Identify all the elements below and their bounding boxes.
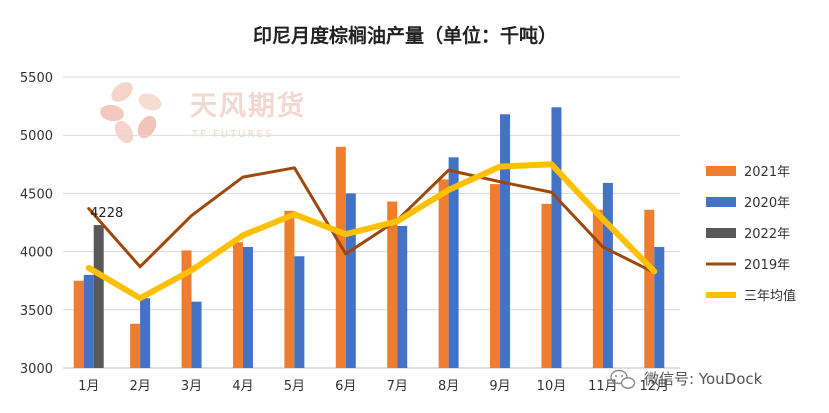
bar-2020年-9月	[500, 114, 511, 368]
bar-2020年-10月	[551, 107, 562, 368]
legend-swatch	[706, 228, 736, 238]
legend-label: 三年均值	[744, 288, 796, 304]
bar-2020年-6月	[345, 193, 356, 368]
bar-2020年-12月	[654, 246, 665, 368]
legend-swatch	[706, 197, 736, 207]
bar-2021年-2月	[130, 323, 141, 368]
bar-2020年-4月	[242, 246, 253, 368]
x-tick-label: 5月	[284, 379, 305, 394]
bar-2020年-7月	[397, 225, 408, 368]
bar-2021年-9月	[490, 184, 501, 368]
legend-swatch	[706, 166, 736, 176]
x-tick-label: 8月	[438, 379, 459, 394]
bar-2020年-11月	[602, 182, 613, 368]
x-tick-label: 4月	[232, 379, 253, 394]
line-2019年	[87, 166, 656, 275]
bar-2021年-6月	[335, 146, 346, 368]
x-tick-label: 7月	[387, 379, 408, 394]
bar-2020年-8月	[448, 157, 459, 368]
data-label: 4228	[90, 206, 123, 221]
bar-2021年-3月	[181, 250, 192, 368]
footer: 微信号: YouDock	[610, 369, 763, 389]
x-tick-label: 12月	[640, 379, 670, 394]
watermark-name: 天风期货	[190, 90, 306, 122]
bar-2020年-1月	[83, 274, 94, 368]
legend-label: 2022年	[744, 227, 790, 242]
bar-2021年-11月	[592, 209, 603, 368]
x-tick-label: 1月	[78, 379, 99, 394]
footer-text: 微信号: YouDock	[644, 370, 763, 388]
bar-2020年-3月	[191, 301, 202, 368]
line-三年均值	[85, 161, 658, 302]
bar-2021年-8月	[438, 179, 449, 368]
bar-2022年-1月	[93, 225, 104, 368]
watermark: 天风期货 TF FUTURES	[100, 82, 306, 144]
bar-2021年-4月	[232, 242, 243, 368]
legend-label: 2019年	[744, 258, 790, 273]
lines	[85, 161, 658, 302]
bar-2021年-10月	[541, 203, 552, 368]
bar-2020年-5月	[294, 256, 305, 368]
wechat-icon	[610, 369, 636, 389]
y-axis-ticks: 3000 3500 4000 4500 5000 5500	[20, 71, 53, 377]
y-tick-label: 4000	[20, 246, 53, 261]
x-tick-label: 6月	[335, 379, 356, 394]
watermark-sub: TF FUTURES	[191, 129, 273, 140]
legend-label: 2021年	[744, 165, 790, 180]
x-axis-ticks: 1月 2月 3月 4月 5月 6月 7月 8月 9月 10月 11月 12月	[78, 379, 669, 394]
y-tick-label: 3000	[20, 362, 53, 377]
y-tick-label: 5500	[20, 71, 53, 86]
bar-2021年-7月	[387, 201, 398, 368]
y-tick-label: 3500	[20, 304, 53, 319]
bar-2021年-12月	[644, 209, 655, 368]
legend-label: 2020年	[744, 196, 790, 211]
x-tick-label: 10月	[537, 379, 567, 394]
flower-logo-icon	[100, 82, 162, 144]
x-tick-label: 9月	[489, 379, 510, 394]
bar-2021年-1月	[73, 280, 84, 368]
annotations: 4228	[90, 206, 123, 221]
bars	[73, 107, 665, 368]
x-tick-label: 3月	[181, 379, 202, 394]
y-tick-label: 4500	[20, 187, 53, 202]
bar-2021年-5月	[284, 210, 295, 368]
y-tick-label: 5000	[20, 129, 53, 144]
bar-2020年-2月	[140, 298, 151, 368]
gridlines	[63, 76, 680, 369]
x-tick-label: 2月	[129, 379, 150, 394]
x-tick-label: 11月	[588, 379, 618, 394]
chart-title: 印尼月度棕榈油产量（单位：千吨）	[253, 24, 557, 47]
